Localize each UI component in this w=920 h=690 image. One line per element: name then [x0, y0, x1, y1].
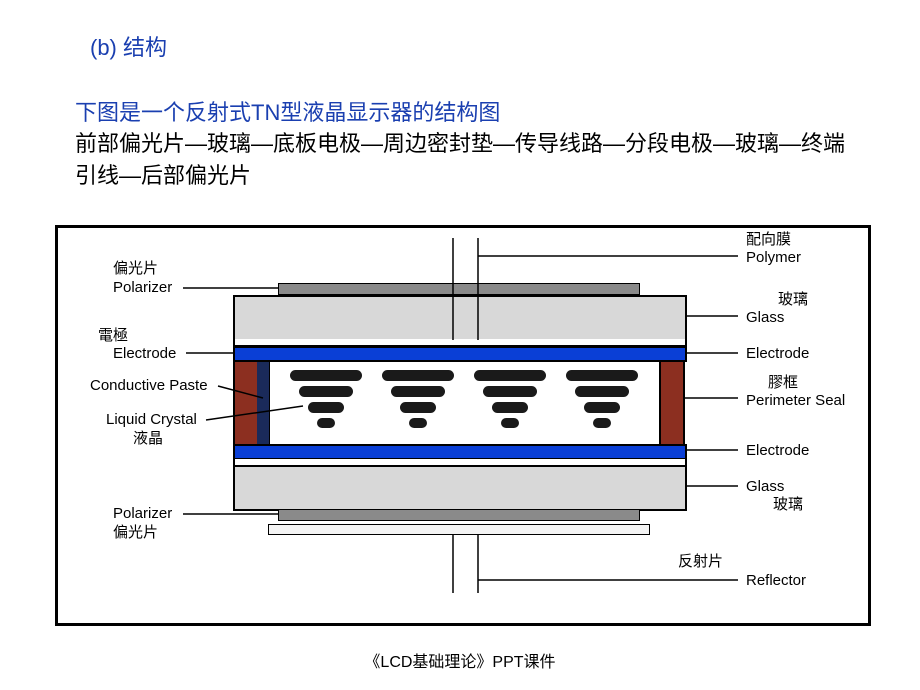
label-seal-cn: 膠框: [768, 375, 798, 392]
label-reflector-en: Reflector: [746, 573, 806, 590]
label-conductive-paste-en: Conductive Paste: [90, 378, 208, 395]
label-glass-bot-en: Glass: [746, 479, 784, 496]
label-electrode-top-en: Electrode: [113, 346, 176, 363]
lcd-structure-diagram: 偏光片 Polarizer 電極 Electrode Conductive Pa…: [55, 225, 871, 626]
label-glass-top-cn: 玻璃: [778, 292, 808, 309]
description-text: 前部偏光片—玻璃—底板电极—周边密封垫—传导线路—分段电极—玻璃—终端引线—后部…: [75, 128, 855, 192]
label-lc-en: Liquid Crystal: [106, 412, 197, 429]
label-polymer-cn: 配向膜: [746, 232, 791, 249]
label-polarizer-top-en: Polarizer: [113, 280, 172, 297]
label-polarizer-bot-en: Polarizer: [113, 506, 172, 523]
label-polarizer-bot-cn: 偏光片: [113, 525, 158, 542]
section-heading: (b) 结构: [90, 30, 167, 62]
label-polymer-en: Polymer: [746, 250, 801, 267]
footer-text: 《LCD基础理论》PPT课件: [0, 648, 920, 672]
label-electrode-top-r-en: Electrode: [746, 346, 809, 363]
label-glass-bot-cn: 玻璃: [773, 497, 803, 514]
label-electrode-bot-r-en: Electrode: [746, 443, 809, 460]
label-reflector-cn: 反射片: [678, 554, 723, 571]
label-glass-top-en: Glass: [746, 310, 784, 327]
label-lc-cn: 液晶: [133, 431, 163, 448]
label-electrode-top-cn: 電極: [98, 328, 128, 345]
label-seal-en: Perimeter Seal: [746, 393, 845, 410]
subtitle: 下图是一个反射式TN型液晶显示器的结构图: [75, 95, 500, 127]
label-polarizer-top-cn: 偏光片: [113, 261, 158, 278]
